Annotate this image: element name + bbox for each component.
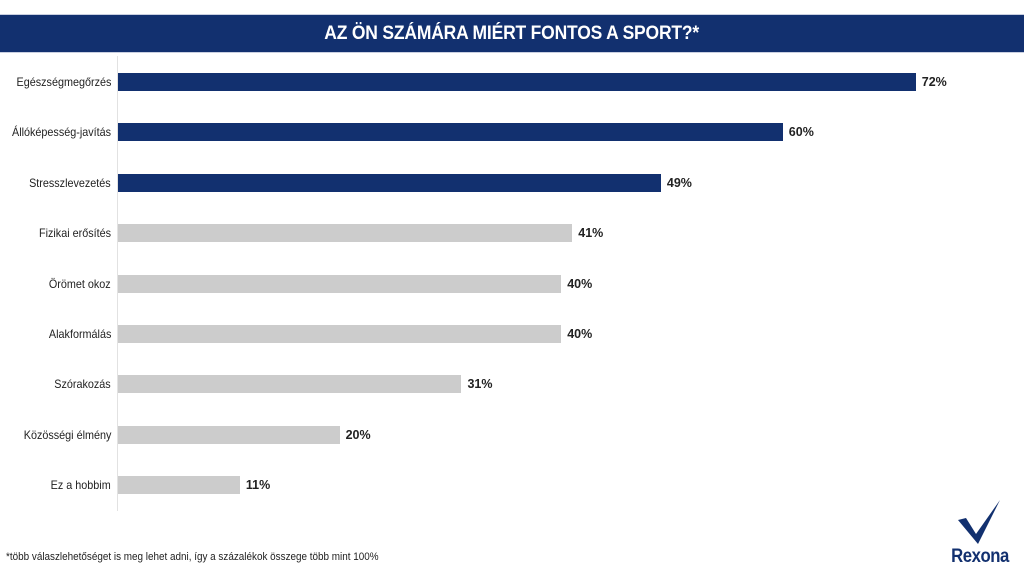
category-label: Közösségi élmény xyxy=(23,427,111,442)
bar-row: Örömet okoz 40% xyxy=(0,274,1024,294)
value-label: 49% xyxy=(666,175,692,190)
bar xyxy=(118,224,573,243)
bar-row: Állóképesség-javítás 60% xyxy=(0,122,1024,142)
category-label: Fizikai erősítés xyxy=(38,226,111,241)
value-label: 60% xyxy=(788,125,814,140)
bar-row: Közösségi élmény 20% xyxy=(0,425,1024,445)
bar-row: Szórakozás 31% xyxy=(0,374,1024,394)
value-label: 31% xyxy=(467,377,493,392)
value-label: 40% xyxy=(567,327,593,341)
category-label: Szórakozás xyxy=(54,377,111,392)
value-label: 72% xyxy=(921,75,947,89)
bar xyxy=(118,425,340,444)
category-label: Stresszlevezetés xyxy=(29,175,111,190)
value-label: 40% xyxy=(567,276,593,291)
category-label: Ez a hobbim xyxy=(50,478,111,493)
bar xyxy=(118,73,916,91)
bar xyxy=(118,325,562,343)
bar xyxy=(118,173,661,192)
logo-text: Rexona xyxy=(951,546,1009,567)
footnote: *több válaszlehetőséget is meg lehet adn… xyxy=(6,551,379,563)
y-axis-line xyxy=(117,56,118,511)
value-label: 20% xyxy=(345,427,371,442)
category-label: Alakformálás xyxy=(48,327,111,341)
bar xyxy=(118,274,562,293)
bar-row: Ez a hobbim 11% xyxy=(0,475,1024,495)
bar-row: Alakformálás 40% xyxy=(0,324,1024,344)
bar xyxy=(118,375,462,394)
chart-title: AZ ÖN SZÁMÁRA MIÉRT FONTOS A SPORT?* xyxy=(324,22,700,44)
chart-title-banner: AZ ÖN SZÁMÁRA MIÉRT FONTOS A SPORT?* xyxy=(0,14,1024,53)
rexona-logo: Rexona xyxy=(940,498,1020,570)
checkmark-icon xyxy=(958,500,1000,544)
category-label: Egészségmegőrzés xyxy=(16,75,111,89)
value-label: 11% xyxy=(245,478,271,493)
bar xyxy=(118,123,783,142)
bar-row: Stresszlevezetés 49% xyxy=(0,173,1024,193)
value-label: 41% xyxy=(578,226,604,241)
category-label: Örömet okoz xyxy=(49,276,111,291)
category-label: Állóképesség-javítás xyxy=(11,125,111,140)
bar xyxy=(118,476,240,495)
bar-row: Egészségmegőrzés 72% xyxy=(0,72,1024,92)
bar-row: Fizikai erősítés 41% xyxy=(0,223,1024,243)
